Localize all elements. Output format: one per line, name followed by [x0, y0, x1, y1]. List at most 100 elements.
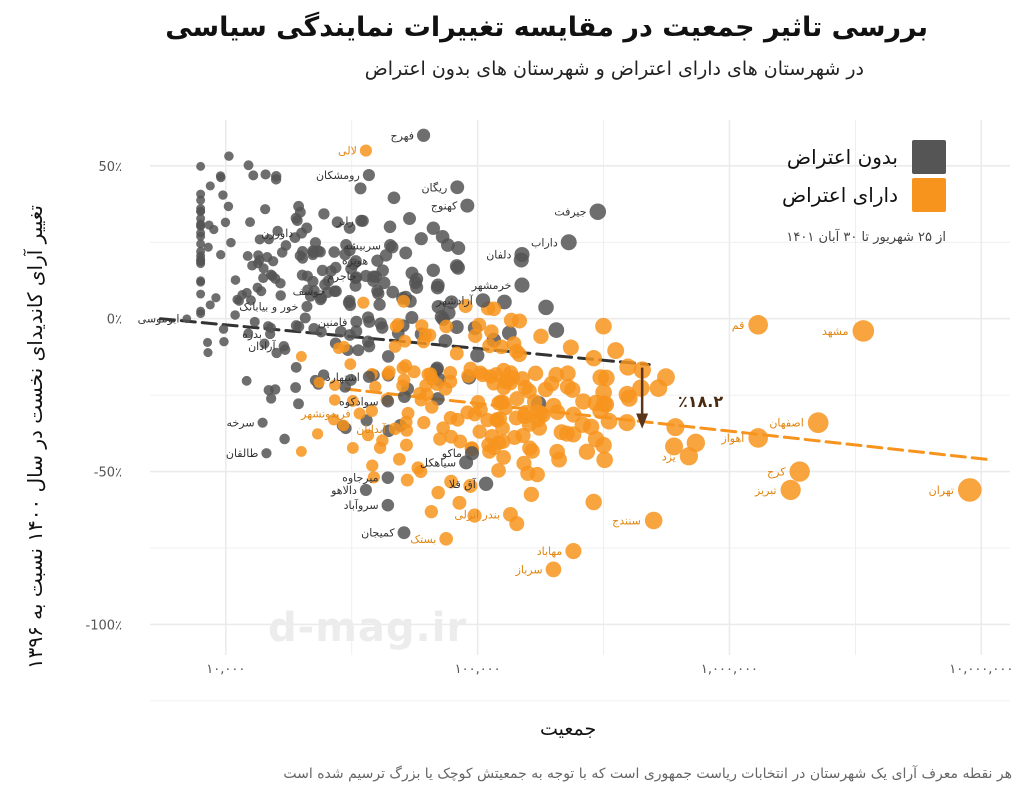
point-no-protest [230, 275, 241, 285]
point-no-protest [343, 329, 356, 341]
point-no-protest [383, 220, 397, 234]
point-no-protest [315, 292, 328, 304]
point-protest [463, 478, 478, 493]
point-no-protest [248, 170, 259, 181]
legend-item-no-protest: بدون اعتراض [751, 138, 946, 176]
point-label: ابوموسی [138, 313, 180, 326]
point-no-protest [362, 370, 375, 383]
point-protest [529, 466, 545, 483]
point-label: لالی [338, 145, 357, 158]
point-label: سیاهکل [420, 456, 456, 469]
chart-subtitle: در شهرستان های دارای اعتراض و شهرستان ها… [364, 58, 864, 80]
point-protest [443, 366, 458, 380]
point-no-protest [378, 276, 391, 290]
point-protest [328, 413, 340, 426]
point-protest [362, 429, 375, 442]
point-protest [620, 389, 638, 407]
point-label: اشتهارد [326, 371, 360, 384]
point-protest [311, 428, 324, 440]
legend-swatch-no-protest [912, 140, 946, 174]
point-protest [582, 418, 600, 436]
point-no-protest [223, 201, 234, 212]
point-no-protest [354, 182, 367, 195]
x-tick-label: ۱۰,۰۰۰,۰۰۰ [949, 662, 1013, 677]
point-protest [957, 478, 982, 502]
point-no-protest [290, 361, 302, 373]
point-label: اهواز [720, 432, 744, 445]
point-no-protest [449, 320, 464, 334]
point-no-protest [373, 298, 386, 311]
point-no-protest [426, 263, 440, 277]
watermark: d-mag.ir [268, 605, 468, 651]
x-tick-label: ۱,۰۰۰,۰۰۰ [701, 662, 758, 677]
point-protest [486, 440, 502, 456]
point-protest [595, 317, 612, 335]
point-protest [357, 296, 370, 309]
point-label: رومشکان [316, 169, 360, 182]
point-label: دالاهو [330, 484, 357, 497]
point-protest [494, 339, 509, 355]
point-no-protest [359, 483, 372, 496]
point-no-protest [182, 314, 192, 324]
point-no-protest [196, 239, 206, 249]
point-no-protest [196, 246, 206, 256]
point-protest [422, 328, 437, 342]
point-protest [564, 381, 581, 398]
point-no-protest [381, 498, 395, 512]
point-protest [444, 474, 458, 489]
y-axis-label: تغییر آرای کاندیدای نخست در سال ۱۴۰۰ نسب… [23, 205, 47, 670]
point-no-protest [249, 316, 260, 327]
point-no-protest [196, 309, 206, 319]
point-label: مهاباد [537, 545, 563, 558]
point-no-protest [260, 204, 271, 215]
point-no-protest [318, 208, 330, 220]
point-label: خور و بیابانک [239, 300, 298, 313]
point-no-protest [270, 273, 281, 284]
point-no-protest [196, 221, 206, 231]
point-no-protest [263, 234, 275, 245]
point-no-protest [316, 264, 329, 277]
point-protest [471, 317, 487, 332]
point-no-protest [294, 206, 306, 218]
point-protest [431, 485, 445, 500]
point-protest [527, 365, 544, 381]
point-no-protest [220, 217, 231, 228]
point-no-protest [218, 324, 229, 334]
point-no-protest [301, 270, 313, 282]
point-protest [666, 418, 685, 437]
point-protest [492, 411, 508, 427]
point-no-protest [362, 335, 375, 348]
difference-annotation: ٪۱۸.۲ [678, 392, 724, 411]
point-protest [484, 324, 499, 339]
point-no-protest [450, 180, 465, 195]
point-no-protest [347, 258, 360, 271]
point-no-protest [204, 220, 214, 230]
point-no-protest [257, 417, 268, 428]
point-protest [531, 420, 548, 436]
point-no-protest [399, 246, 413, 260]
point-protest [575, 393, 592, 410]
point-no-protest [339, 380, 351, 393]
point-label: کهنوج [431, 200, 458, 213]
point-label: سرباز [515, 563, 543, 576]
point-protest [607, 342, 625, 360]
point-protest [439, 319, 453, 334]
chart-title: بررسی تاثیر جمعیت در مقایسه تغییرات نمای… [165, 12, 928, 43]
point-no-protest [384, 239, 397, 252]
point-protest [399, 415, 413, 429]
point-label: بندر انزلی [454, 508, 500, 521]
point-protest [415, 319, 429, 333]
point-no-protest [270, 174, 282, 185]
point-no-protest [359, 269, 372, 282]
point-label: آرادان [248, 339, 276, 353]
point-no-protest [405, 311, 419, 325]
point-no-protest [293, 321, 305, 332]
point-no-protest [319, 278, 331, 291]
point-no-protest [459, 455, 474, 470]
point-protest [295, 445, 307, 457]
point-protest [789, 461, 810, 482]
point-no-protest [307, 246, 319, 258]
point-no-protest [403, 212, 416, 225]
point-protest [533, 328, 549, 345]
point-protest [482, 338, 497, 354]
